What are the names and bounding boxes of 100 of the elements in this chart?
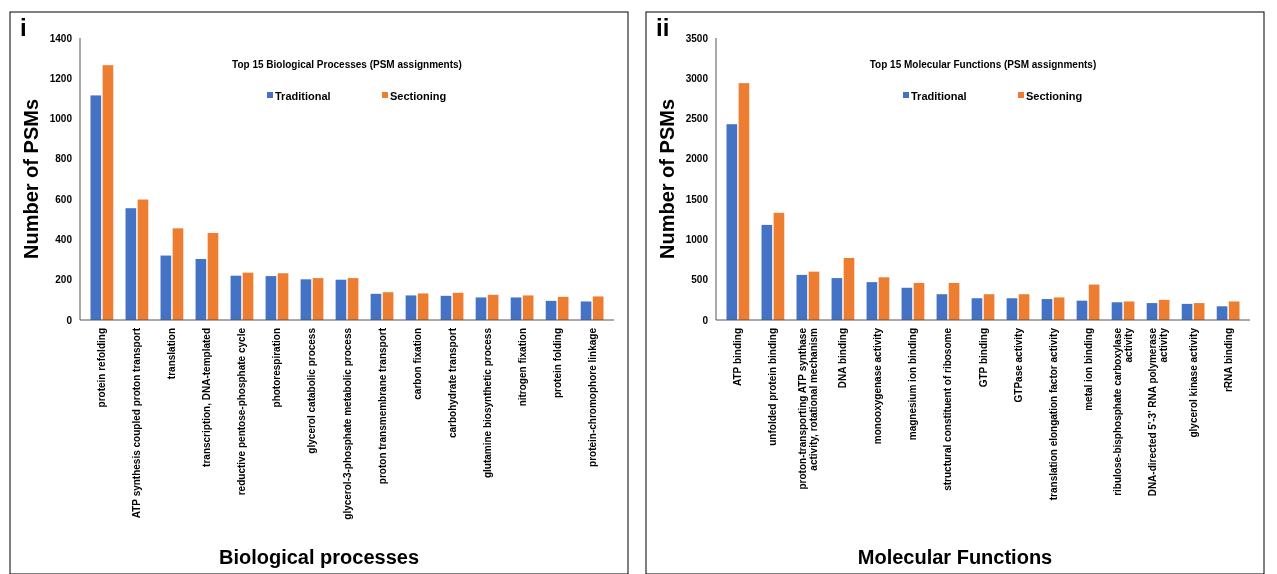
bar (417, 293, 429, 320)
y-axis-title: Number of PSMs (656, 98, 678, 260)
bar (901, 287, 913, 320)
legend-label: Traditional (911, 89, 967, 102)
bar (370, 293, 382, 320)
bar (738, 83, 750, 320)
bar (1018, 294, 1030, 320)
bar (726, 124, 738, 320)
bar (335, 279, 347, 320)
x-tick-label: protein refolding (96, 328, 108, 408)
x-tick-label: ATP binding (732, 328, 744, 386)
y-axis-title: Number of PSMs (20, 98, 42, 260)
bar (592, 296, 604, 320)
bar (831, 278, 843, 320)
bar (761, 224, 773, 320)
bar (796, 274, 808, 320)
x-tick-label: carbohydrate transport (446, 327, 458, 439)
x-tick-label: glycerol kinase activity (1187, 327, 1199, 438)
bar (1006, 298, 1018, 320)
bar (878, 277, 890, 320)
y-tick-label: 800 (55, 153, 73, 165)
text: ii (656, 14, 670, 41)
y-tick-label: 1000 (685, 233, 709, 245)
bar (948, 282, 960, 320)
bar (866, 282, 878, 320)
y-tick-label: 1000 (49, 113, 73, 125)
bar (1053, 297, 1065, 320)
x-tick-label: proton transmembrane transport (376, 327, 388, 485)
bar (580, 301, 592, 320)
bar (405, 295, 417, 320)
bar (983, 294, 995, 320)
y-tick-label: 2000 (685, 153, 709, 165)
x-tick-label: monooxygenase activity (872, 327, 884, 445)
bar (207, 232, 219, 320)
x-tick-label: protein-chromophore linkage (586, 327, 598, 467)
bar (475, 297, 487, 320)
x-tick-label: GTPase activity (1012, 327, 1024, 403)
y-tick-label: 2500 (685, 113, 709, 125)
x-tick-label: transcription, DNA-templated (201, 328, 213, 467)
x-tick-label: unfolded protein binding (767, 328, 779, 446)
bar (160, 255, 172, 320)
bar (773, 212, 785, 320)
y-tick-label: 0 (702, 314, 709, 326)
bar (300, 279, 312, 320)
bar (1088, 284, 1100, 320)
bar (1111, 302, 1123, 320)
bar (230, 275, 242, 320)
bar (265, 276, 277, 320)
y-tick-label: 500 (691, 274, 709, 286)
y-tick-label: 400 (55, 233, 73, 245)
x-tick-label: reductive pentose-phosphate cycle (236, 327, 248, 496)
bar (913, 282, 925, 320)
x-tick-label: ATP synthesis coupled proton transport (131, 327, 143, 519)
bar (452, 292, 464, 320)
x-tick-label: translation (166, 328, 178, 380)
y-tick-label: 3000 (685, 72, 709, 84)
bar (312, 278, 324, 320)
x-tick-label: metal ion binding (1082, 328, 1094, 411)
bar (242, 272, 254, 320)
x-tick-label: protein folding (551, 328, 563, 398)
x-tick-label: glutamine biosynthetic process (481, 327, 493, 479)
x-tick-label: GTP binding (977, 328, 989, 388)
bar (843, 257, 855, 320)
x-axis-title: Biological processes (218, 546, 420, 568)
y-tick-label: 3500 (685, 32, 709, 44)
x-tick-label: DNA binding (837, 328, 849, 389)
bar (808, 271, 820, 320)
y-tick-label: 1500 (685, 193, 709, 205)
bar (90, 95, 102, 320)
legend-label: Sectioning (1026, 89, 1083, 102)
bar (522, 295, 534, 320)
text: Top 15 Biological Processes (PSM assignments) (232, 59, 462, 70)
bar (971, 298, 983, 320)
x-tick-label: rRNA binding (1222, 328, 1234, 393)
y-tick-label: 200 (55, 274, 73, 286)
y-tick-label: 1200 (49, 72, 73, 84)
bar (137, 199, 149, 320)
bar (936, 294, 948, 320)
bar (1041, 299, 1053, 320)
legend-label: Sectioning (390, 89, 447, 102)
bar (382, 292, 394, 320)
x-tick-label: carbon fixation (411, 328, 423, 400)
y-tick-label: 600 (55, 193, 73, 205)
bar (347, 278, 359, 320)
bar (1123, 301, 1135, 320)
x-tick-label: glycerol catabolic process (306, 327, 318, 454)
text: i (20, 14, 27, 41)
x-tick-label: structural constituent of ribosome (942, 327, 954, 491)
bar (102, 65, 114, 320)
x-tick-label: translation elongation factor activity (1047, 327, 1059, 501)
bar (1228, 301, 1240, 320)
y-tick-label: 1400 (49, 32, 73, 44)
bar (487, 294, 499, 320)
x-tick-label: glycerol-3-phosphate metabolic process (341, 327, 353, 520)
x-tick-label: nitrogen fixation (516, 328, 528, 407)
y-tick-label: 0 (66, 314, 73, 326)
x-tick-label: magnesium ion binding (907, 328, 919, 441)
text: Top 15 Molecular Functions (PSM assignments) (869, 59, 1097, 70)
bar (510, 297, 522, 320)
bar (195, 258, 207, 320)
